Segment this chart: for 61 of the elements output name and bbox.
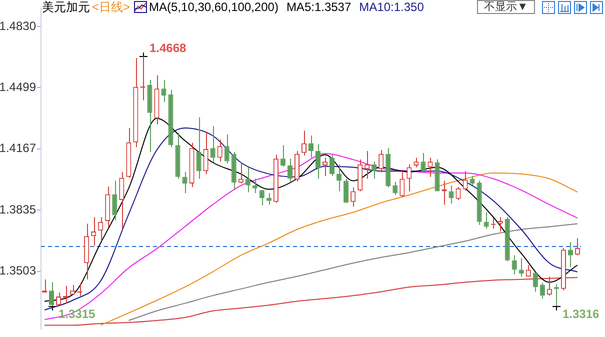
candlestick [259, 190, 264, 206]
candlestick [266, 192, 272, 206]
y-tick-label: 1.4830 [0, 18, 36, 33]
candlestick [119, 172, 124, 230]
candlestick [568, 242, 574, 268]
candlestick [420, 152, 426, 173]
candlestick [56, 292, 62, 306]
candlestick [462, 170, 468, 192]
text: MA5:1.3537 [286, 0, 352, 14]
candlestick [456, 186, 461, 200]
candlestick [344, 178, 349, 204]
annotation: 1.3316 [562, 306, 600, 321]
candlestick [470, 175, 475, 186]
text: MA10:1.350 [359, 0, 424, 14]
candlestick [91, 216, 96, 246]
candlestick [161, 80, 166, 103]
candlestick [322, 157, 328, 176]
candlestick [372, 161, 377, 180]
candlestick [301, 130, 307, 156]
y-tick-label: 1.3503 [0, 264, 36, 278]
candlestick [532, 272, 538, 292]
candlestick [414, 157, 419, 168]
y-tick-label: 1.4167 [0, 141, 36, 156]
candlestick [540, 282, 545, 300]
candlestick [400, 172, 405, 198]
candlestick [448, 184, 454, 204]
y-tick-label: 1.4499 [0, 80, 36, 94]
candlestick [308, 135, 314, 158]
candlestick [77, 284, 82, 296]
candlestick [287, 158, 292, 182]
candlestick [406, 164, 412, 192]
candlestick [245, 166, 250, 193]
candlestick [378, 149, 384, 173]
annotation: MA(5,10,30,60,100,200) [149, 0, 278, 14]
candlestick [498, 216, 503, 232]
annotation: 1.4668 [150, 40, 187, 55]
candlestick [392, 181, 398, 196]
candlestick [315, 144, 321, 180]
candlestick [210, 126, 216, 163]
candlestick [512, 254, 517, 276]
y-tick-label: 1.3835 [0, 202, 36, 216]
candlestick [252, 178, 258, 194]
candlestick [518, 258, 524, 278]
candlestick [98, 216, 104, 242]
candlestick [330, 154, 335, 176]
chart-title: 美元加元 [42, 0, 90, 14]
candlestick [428, 157, 433, 178]
candlestick [280, 144, 286, 168]
candlestick [217, 139, 222, 162]
candlestick [294, 150, 300, 182]
annotation: 不显示▼ [477, 0, 535, 14]
candlestick [350, 186, 356, 208]
candlestick [203, 131, 208, 175]
candlestick [112, 180, 118, 221]
candlestick [182, 172, 188, 194]
candlestick [336, 164, 342, 192]
candlestick [238, 162, 244, 184]
candlestick [574, 238, 580, 256]
candlestick [224, 134, 230, 164]
chart-subtitle: <日线> [92, 0, 130, 14]
candlestick [196, 116, 202, 180]
